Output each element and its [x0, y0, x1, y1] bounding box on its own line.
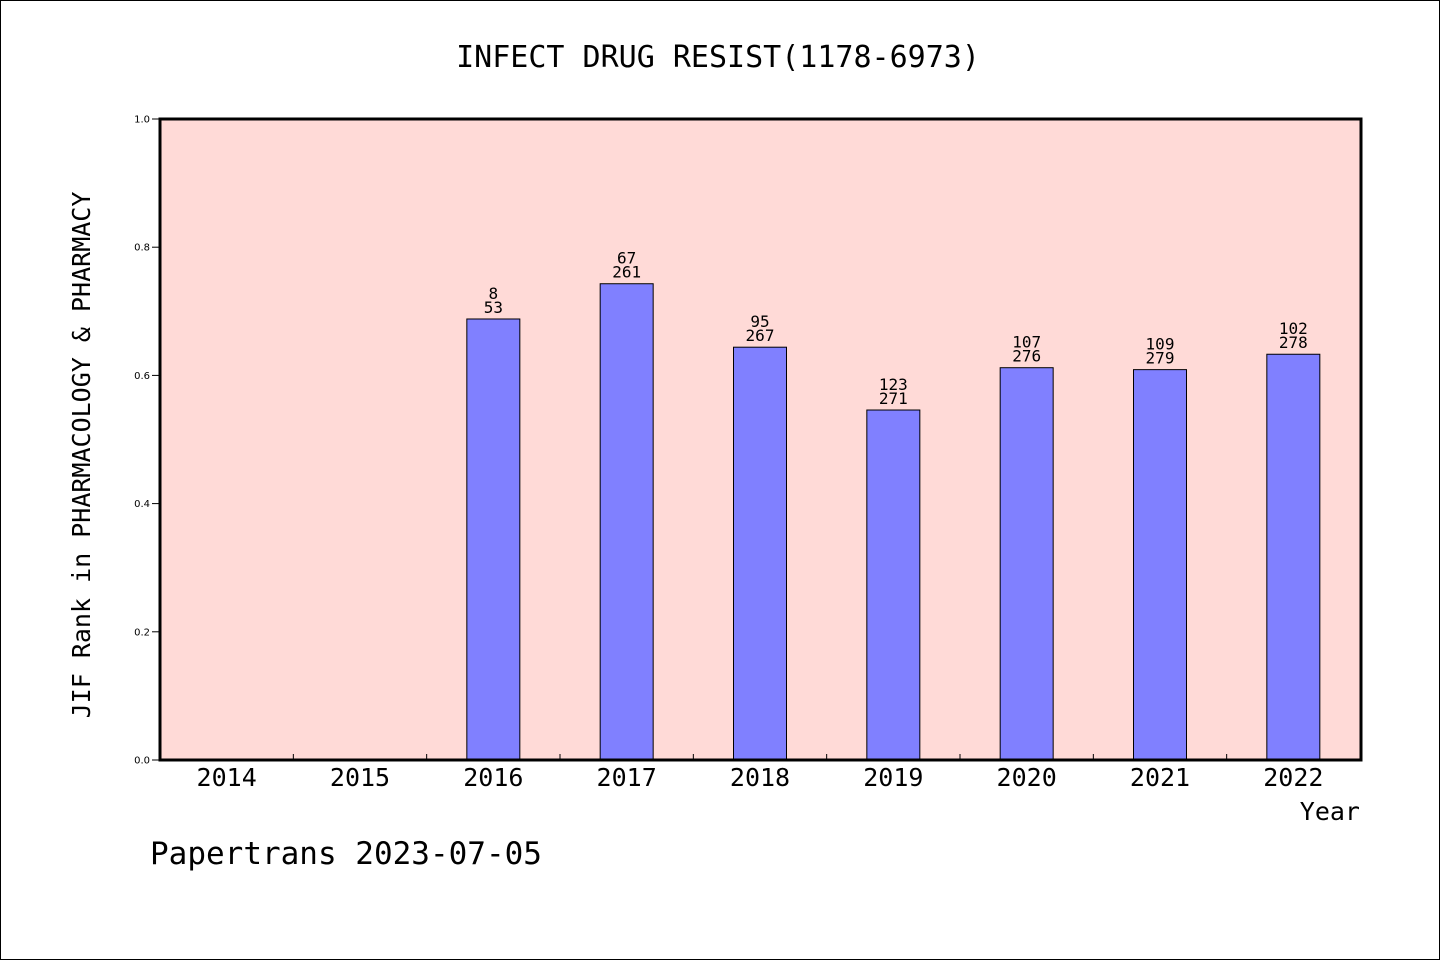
bar-total-label: 271: [879, 389, 908, 408]
y-axis-label: JIF Rank in PHARMACOLOGY & PHARMACY: [67, 192, 96, 719]
x-tick-label: 2017: [597, 763, 657, 792]
bar-rank-label: 67: [617, 249, 636, 268]
y-tick-label: 1.0: [134, 115, 150, 126]
bar: [866, 409, 921, 761]
x-tick-label: 2019: [863, 763, 923, 792]
bar-total-label: 261: [612, 263, 641, 282]
bar: [1133, 369, 1187, 761]
bar: [466, 318, 521, 761]
y-tick-label: 0.8: [134, 243, 150, 254]
y-tick-label: 0.2: [134, 627, 150, 638]
bar-rank-label: 109: [1146, 335, 1175, 354]
plot-frame: [158, 117, 1363, 762]
x-tick-label: 2014: [197, 763, 257, 792]
bar-total-label: 279: [1146, 349, 1175, 368]
bar: [733, 346, 787, 761]
bar-total-label: 276: [1012, 347, 1041, 366]
x-tick-label: 2015: [330, 763, 390, 792]
bar: [999, 367, 1054, 761]
x-axis-label: Year: [1300, 797, 1360, 826]
x-ticks-group: 2014 2015 2016 2017 2018 2019 2020 2021 2022: [197, 754, 1323, 792]
x-tick-label: 2022: [1263, 763, 1323, 792]
bar-rank-label: 123: [879, 375, 908, 394]
bar-rank-label: 107: [1012, 333, 1041, 352]
bar-total-label: 267: [746, 326, 775, 345]
bar-total-label: 53: [484, 298, 503, 317]
y-tick-label: 0.6: [134, 371, 150, 382]
bar-rank-label: 102: [1279, 319, 1308, 338]
footer-text: Papertrans 2023-07-05: [150, 836, 542, 872]
bar: [1266, 353, 1321, 761]
x-tick-label: 2016: [463, 763, 523, 792]
x-tick-label: 2021: [1130, 763, 1190, 792]
y-tick-label: 0.4: [134, 499, 150, 510]
chart-title: INFECT DRUG RESIST(1178-6973): [456, 40, 980, 75]
y-tick-label: 0.0: [134, 756, 150, 767]
x-tick-label: 2018: [730, 763, 790, 792]
bars-group: [466, 283, 1321, 761]
bar: [599, 283, 654, 761]
x-tick-label: 2020: [997, 763, 1057, 792]
bar-rank-label: 8: [489, 284, 499, 303]
bar-total-label: 278: [1279, 333, 1308, 352]
bar-rank-label: 95: [750, 312, 769, 331]
